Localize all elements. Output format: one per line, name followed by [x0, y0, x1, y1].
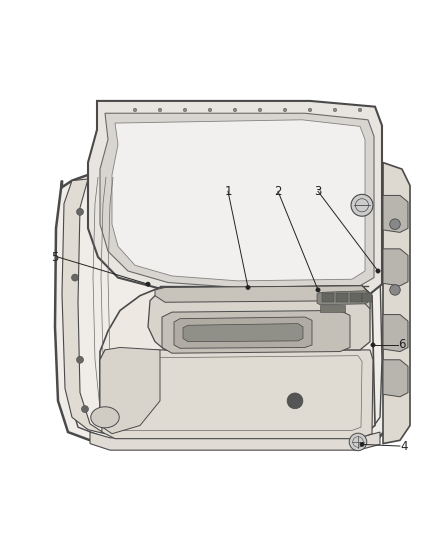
Circle shape [183, 108, 187, 112]
Circle shape [333, 108, 337, 112]
Polygon shape [112, 120, 365, 281]
Polygon shape [88, 101, 382, 296]
Circle shape [77, 356, 84, 364]
Polygon shape [62, 179, 105, 434]
Circle shape [233, 108, 237, 112]
Polygon shape [383, 360, 408, 397]
Circle shape [316, 288, 320, 292]
Polygon shape [362, 293, 372, 302]
Circle shape [390, 285, 400, 295]
Text: 5: 5 [51, 251, 58, 263]
Circle shape [158, 108, 162, 112]
Circle shape [360, 442, 364, 447]
Circle shape [208, 108, 212, 112]
Circle shape [77, 208, 84, 215]
Polygon shape [100, 348, 160, 434]
Polygon shape [155, 286, 370, 309]
Polygon shape [90, 432, 380, 450]
Polygon shape [174, 317, 312, 348]
Polygon shape [148, 286, 370, 350]
Text: 1: 1 [224, 185, 232, 198]
Circle shape [71, 274, 78, 281]
Circle shape [133, 108, 137, 112]
Polygon shape [383, 196, 408, 232]
Circle shape [287, 393, 303, 409]
Text: 6: 6 [398, 338, 406, 351]
Polygon shape [383, 314, 408, 352]
Text: 3: 3 [314, 185, 321, 198]
Polygon shape [162, 310, 350, 353]
Circle shape [146, 282, 150, 286]
Circle shape [390, 219, 400, 229]
Polygon shape [100, 286, 375, 435]
Circle shape [358, 108, 362, 112]
Polygon shape [322, 293, 334, 302]
Circle shape [81, 406, 88, 413]
Polygon shape [100, 350, 373, 439]
Polygon shape [383, 163, 410, 443]
Circle shape [376, 269, 380, 273]
Polygon shape [317, 290, 368, 305]
Polygon shape [320, 305, 345, 312]
Circle shape [246, 285, 250, 289]
Ellipse shape [91, 407, 119, 428]
Polygon shape [55, 161, 392, 448]
Text: 4: 4 [400, 440, 407, 453]
Circle shape [258, 108, 262, 112]
Polygon shape [100, 113, 374, 287]
Polygon shape [336, 293, 348, 302]
Circle shape [283, 108, 287, 112]
Polygon shape [383, 249, 408, 286]
Circle shape [371, 343, 375, 347]
Polygon shape [350, 293, 362, 302]
Circle shape [308, 108, 312, 112]
Circle shape [349, 433, 367, 451]
Text: 2: 2 [274, 185, 282, 198]
Circle shape [351, 195, 373, 216]
Polygon shape [183, 324, 303, 342]
